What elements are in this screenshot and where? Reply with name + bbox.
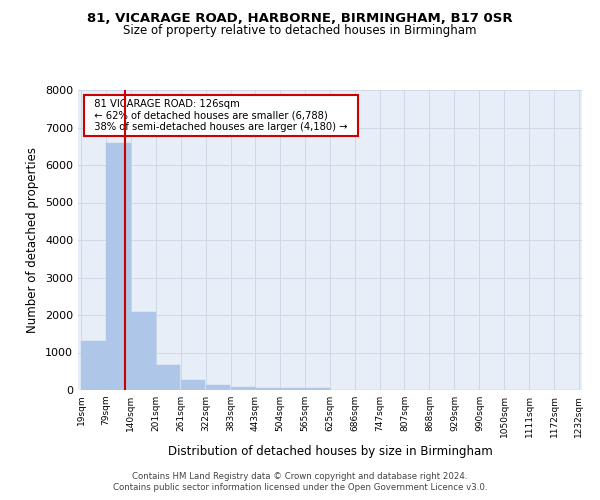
Bar bbox=[181, 380, 205, 390]
Text: Contains public sector information licensed under the Open Government Licence v3: Contains public sector information licen… bbox=[113, 484, 487, 492]
Text: Contains HM Land Registry data © Crown copyright and database right 2024.: Contains HM Land Registry data © Crown c… bbox=[132, 472, 468, 481]
Y-axis label: Number of detached properties: Number of detached properties bbox=[26, 147, 40, 333]
Bar bbox=[106, 142, 131, 390]
Bar bbox=[305, 388, 329, 390]
Bar bbox=[156, 364, 181, 390]
Bar bbox=[255, 388, 280, 390]
Bar bbox=[82, 341, 106, 390]
Text: Size of property relative to detached houses in Birmingham: Size of property relative to detached ho… bbox=[123, 24, 477, 37]
Bar bbox=[230, 386, 255, 390]
Text: 81, VICARAGE ROAD, HARBORNE, BIRMINGHAM, B17 0SR: 81, VICARAGE ROAD, HARBORNE, BIRMINGHAM,… bbox=[87, 12, 513, 26]
Bar bbox=[131, 312, 156, 390]
X-axis label: Distribution of detached houses by size in Birmingham: Distribution of detached houses by size … bbox=[167, 446, 493, 458]
Text: 81 VICARAGE ROAD: 126sqm
  ← 62% of detached houses are smaller (6,788)
  38% of: 81 VICARAGE ROAD: 126sqm ← 62% of detach… bbox=[88, 99, 354, 132]
Bar bbox=[280, 388, 305, 390]
Bar bbox=[206, 385, 230, 390]
